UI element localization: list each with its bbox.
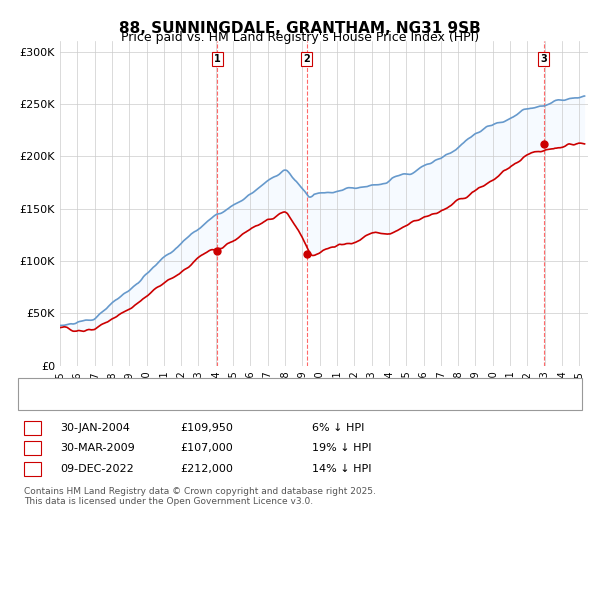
Text: 88, SUNNINGDALE, GRANTHAM, NG31 9SB: 88, SUNNINGDALE, GRANTHAM, NG31 9SB xyxy=(119,21,481,35)
Text: £107,000: £107,000 xyxy=(180,444,233,453)
Text: 19% ↓ HPI: 19% ↓ HPI xyxy=(312,444,371,453)
Text: 2: 2 xyxy=(304,54,310,64)
Text: 6% ↓ HPI: 6% ↓ HPI xyxy=(312,423,364,432)
Text: 2: 2 xyxy=(29,444,36,453)
Text: 3: 3 xyxy=(541,54,547,64)
Text: Contains HM Land Registry data © Crown copyright and database right 2025.
This d: Contains HM Land Registry data © Crown c… xyxy=(24,487,376,506)
Text: HPI: Average price, semi-detached house, South Kesteven: HPI: Average price, semi-detached house,… xyxy=(69,398,353,407)
Text: 30-MAR-2009: 30-MAR-2009 xyxy=(60,444,135,453)
Text: 1: 1 xyxy=(29,423,36,432)
Text: £109,950: £109,950 xyxy=(180,423,233,432)
Text: 14% ↓ HPI: 14% ↓ HPI xyxy=(312,464,371,474)
Text: £212,000: £212,000 xyxy=(180,464,233,474)
Text: 88, SUNNINGDALE, GRANTHAM, NG31 9SB (semi-detached house): 88, SUNNINGDALE, GRANTHAM, NG31 9SB (sem… xyxy=(69,388,393,397)
Text: 09-DEC-2022: 09-DEC-2022 xyxy=(60,464,134,474)
Text: 30-JAN-2004: 30-JAN-2004 xyxy=(60,423,130,432)
Text: Price paid vs. HM Land Registry's House Price Index (HPI): Price paid vs. HM Land Registry's House … xyxy=(121,31,479,44)
Text: 3: 3 xyxy=(29,464,36,474)
Text: 1: 1 xyxy=(214,54,221,64)
